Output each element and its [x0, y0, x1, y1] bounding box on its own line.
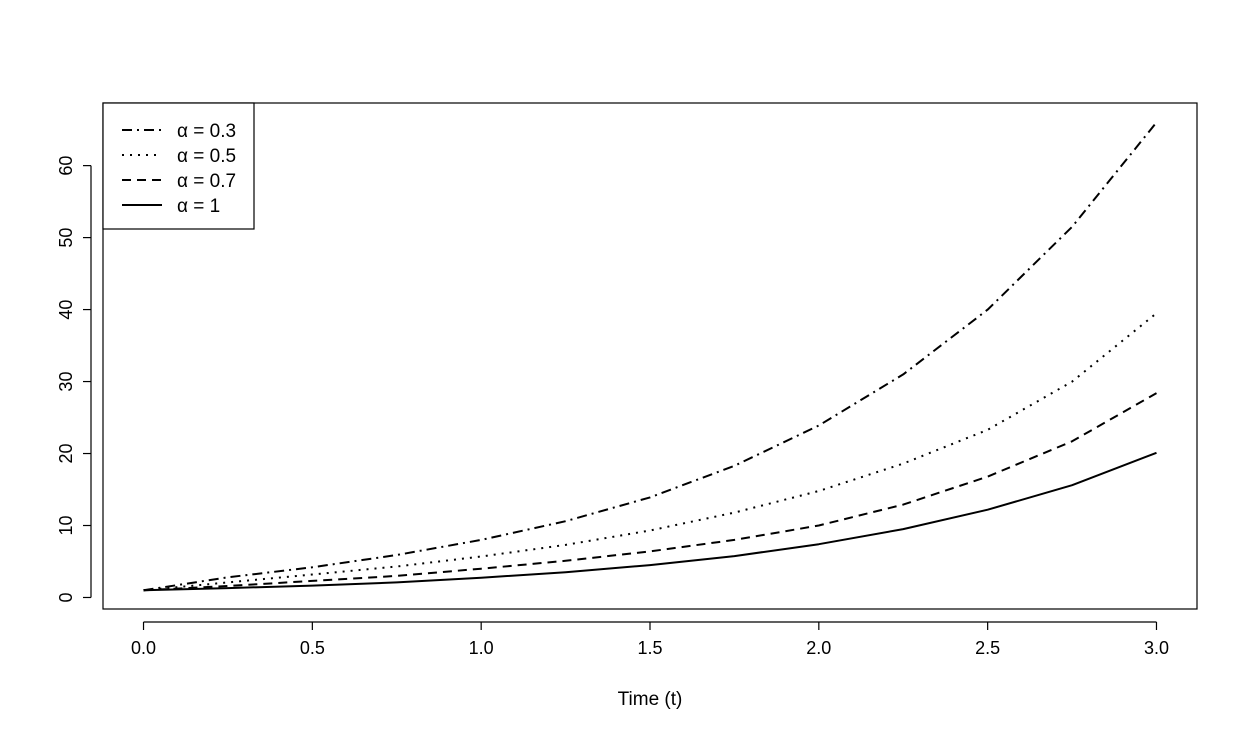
legend-label: α = 1 — [177, 196, 220, 217]
x-tick-label: 0.0 — [131, 638, 156, 658]
series-layer — [144, 122, 1157, 590]
legend: α = 0.3 α = 0.5 α = 0.7 α = 1 — [103, 103, 254, 229]
y-tick-label: 30 — [56, 372, 76, 392]
y-tick-label: 60 — [56, 156, 76, 176]
x-tick-label: 3.0 — [1144, 638, 1169, 658]
x-tick-label: 0.5 — [300, 638, 325, 658]
x-axis-title: Time (t) — [618, 689, 683, 710]
y-tick-label: 10 — [56, 515, 76, 535]
y-tick-label: 40 — [56, 300, 76, 320]
y-tick-label: 20 — [56, 444, 76, 464]
series-line-2 — [144, 313, 1157, 590]
x-tick-label: 1.5 — [637, 638, 662, 658]
legend-label: α = 0.3 — [177, 121, 236, 142]
plot-frame — [103, 103, 1197, 609]
x-tick-label: 1.0 — [469, 638, 494, 658]
legend-label: α = 0.7 — [177, 171, 236, 192]
series-line-4 — [144, 453, 1157, 591]
series-line-3 — [144, 393, 1157, 590]
y-tick-label: 50 — [56, 228, 76, 248]
legend-label: α = 0.5 — [177, 146, 236, 167]
x-tick-label: 2.0 — [806, 638, 831, 658]
series-line-1 — [144, 122, 1157, 590]
x-tick-label: 2.5 — [975, 638, 1000, 658]
y-axis: 0 10 20 30 40 50 60 — [56, 156, 91, 603]
x-axis: 0.0 0.5 1.0 1.5 2.0 2.5 3.0 — [131, 622, 1169, 658]
y-tick-label: 0 — [56, 592, 76, 602]
